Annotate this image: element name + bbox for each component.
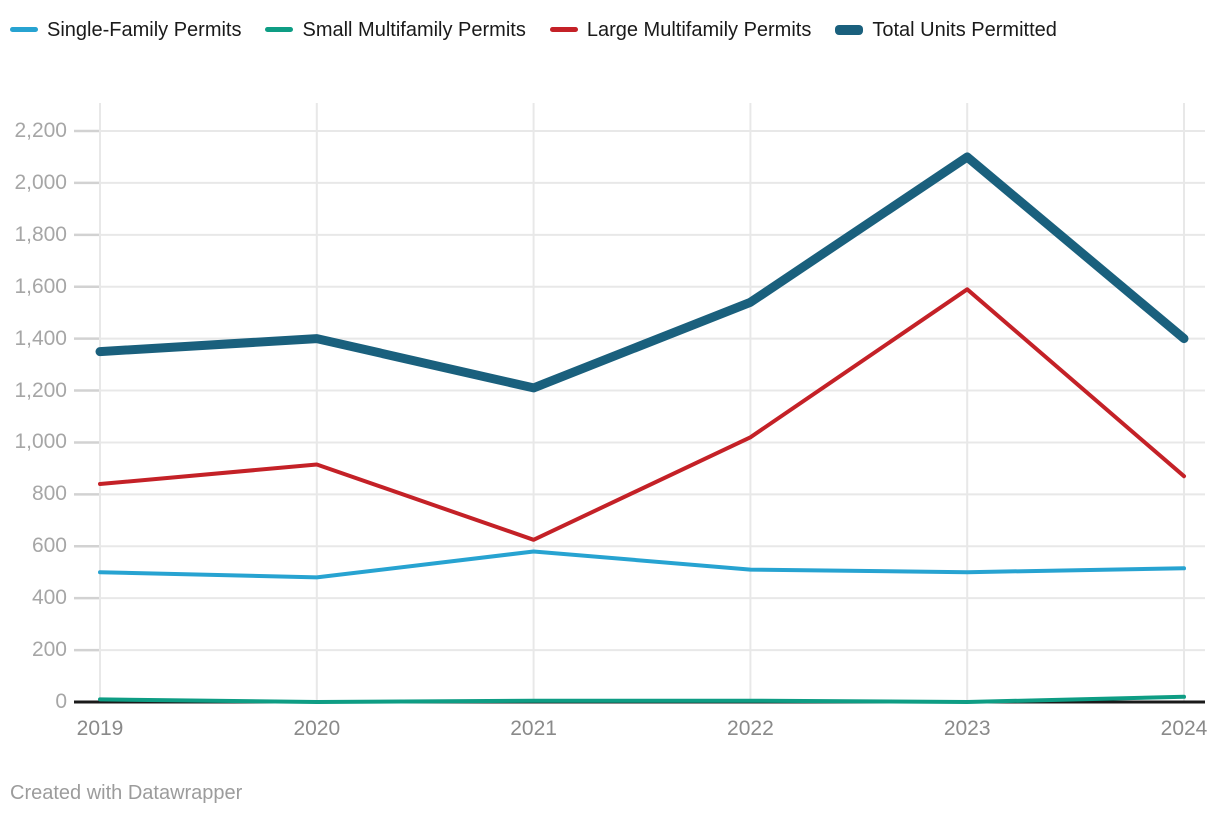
- legend-swatch-single-family: [10, 27, 38, 33]
- y-tick-label: 0: [55, 690, 67, 713]
- x-tick-label: 2021: [510, 717, 557, 740]
- legend-label-single-family: Single-Family Permits: [47, 19, 242, 41]
- series-line-small-multifamily-permits: [98, 694, 1186, 704]
- legend-item-small-multifamily: Small Multifamily Permits: [265, 19, 526, 41]
- y-tick-label: 200: [31, 638, 67, 662]
- legend-label-large-multifamily: Large Multifamily Permits: [586, 19, 812, 41]
- y-tick-label: 1,600: [14, 274, 67, 298]
- series-line-total-units-permitted: [95, 152, 1189, 393]
- legend-swatch-total-units: [835, 24, 864, 35]
- y-tick-label: 1,800: [14, 222, 67, 246]
- legend-item-large-multifamily: Large Multifamily Permits: [549, 19, 812, 41]
- y-tick-label: 2,000: [14, 170, 67, 194]
- y-tick-label: 1,200: [14, 378, 67, 402]
- y-tick-label: 400: [31, 586, 67, 610]
- legend-label-total-units: Total Units Permitted: [872, 19, 1057, 41]
- y-tick-label: 800: [31, 482, 67, 506]
- series-line-single-family-permits: [98, 549, 1186, 580]
- y-tick-label: 1,400: [14, 326, 67, 350]
- legend-item-single-family: Single-Family Permits: [10, 19, 241, 41]
- x-tick-label: 2024: [1160, 717, 1208, 740]
- legend-label-small-multifamily: Small Multifamily Permits: [302, 19, 526, 41]
- y-tick-label: 600: [31, 534, 67, 558]
- x-tick-label: 2019: [76, 717, 124, 740]
- legend-swatch-large-multifamily: [549, 27, 578, 33]
- x-tick-label: 2023: [943, 717, 991, 740]
- x-tick-label: 2022: [727, 717, 774, 740]
- y-tick-label: 1,000: [14, 430, 67, 454]
- footer-credit: Created with Datawrapper: [10, 782, 243, 804]
- legend-swatch-small-multifamily: [265, 27, 294, 33]
- x-tick-label: 2020: [293, 717, 341, 740]
- legend-item-total-units: Total Units Permitted: [835, 19, 1057, 41]
- chart-legend: Single-Family Permits Small Multifamily P…: [0, 12, 1220, 49]
- series-line-large-multifamily-permits: [98, 287, 1186, 542]
- y-tick-label: 2,200: [14, 119, 67, 142]
